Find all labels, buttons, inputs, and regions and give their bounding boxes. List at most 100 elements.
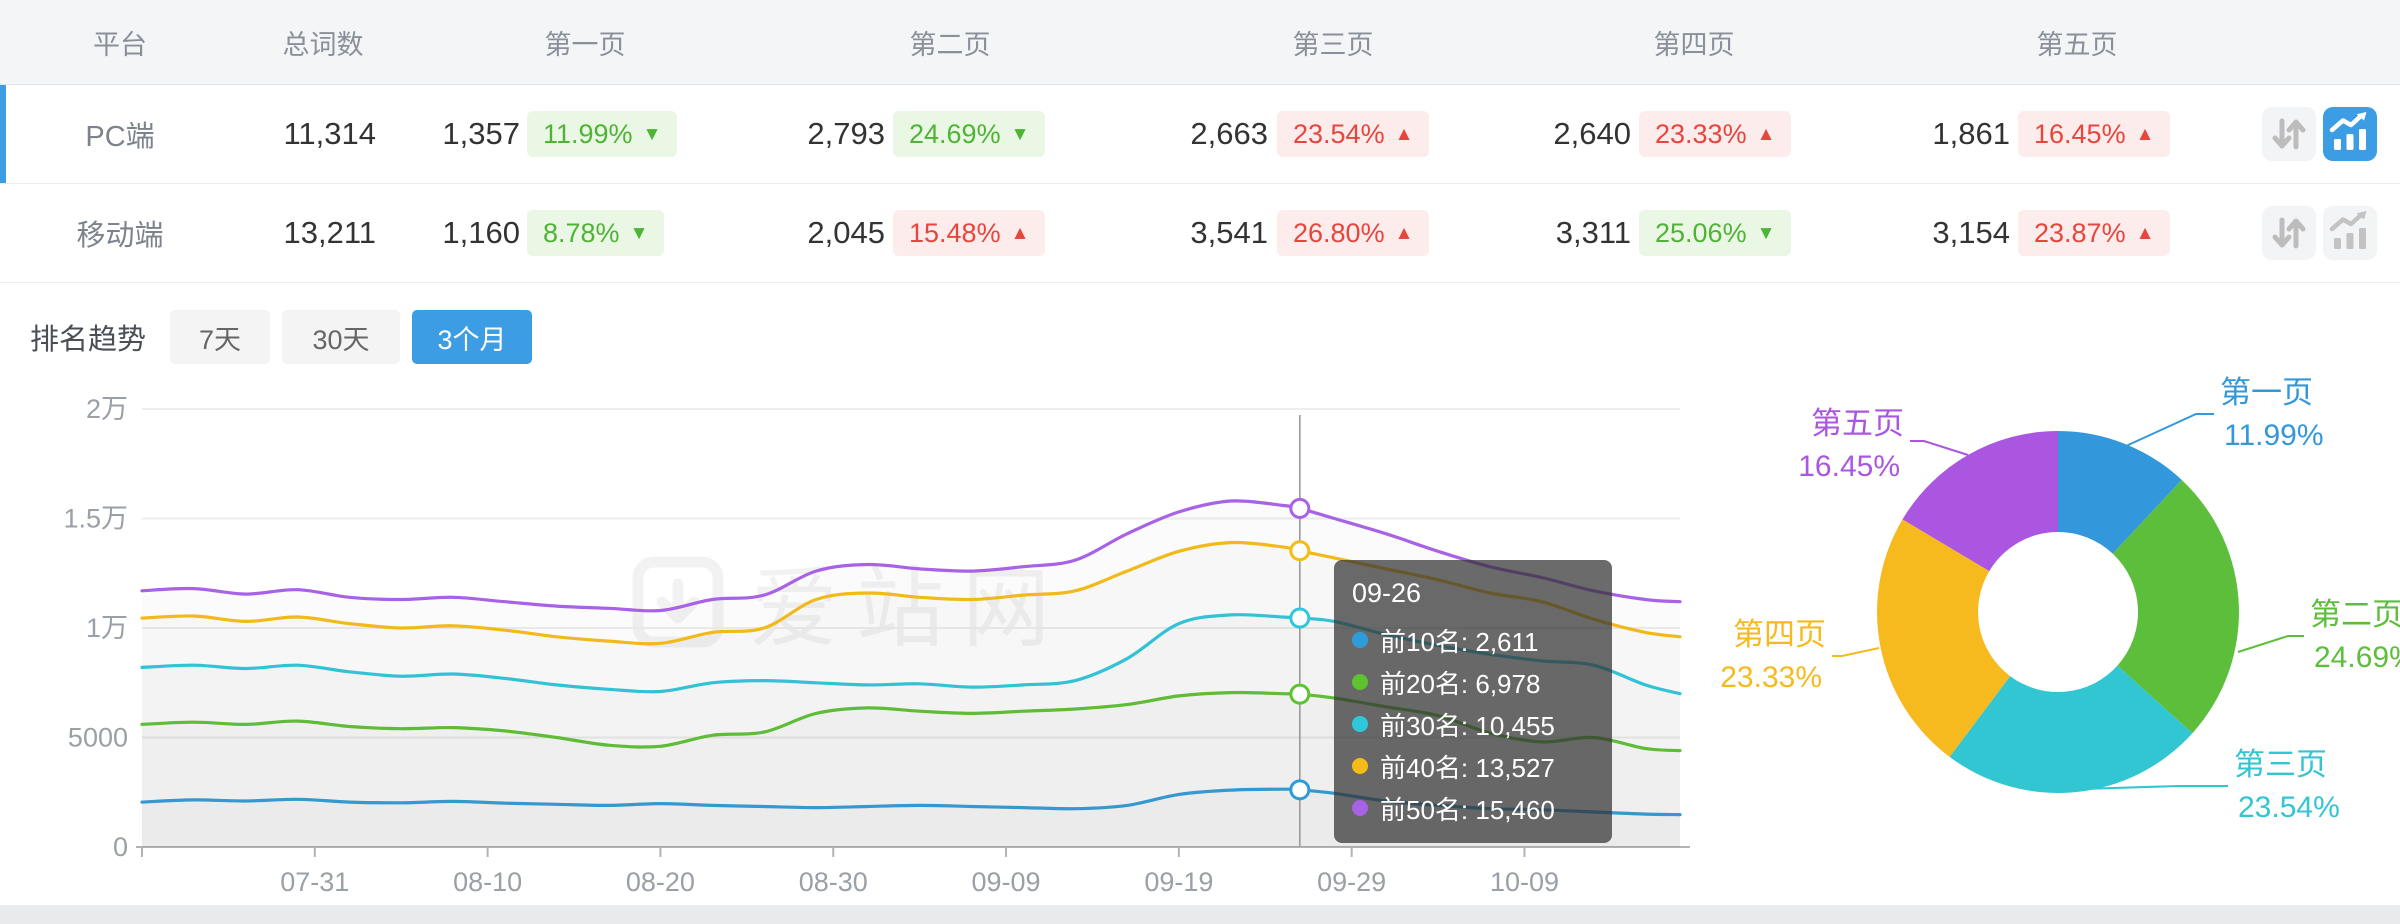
y-axis-label: 1万 (86, 613, 128, 643)
sort-toggle-button[interactable] (2262, 107, 2316, 161)
donut-slice-第二页[interactable] (2112, 480, 2239, 734)
donut-label-percent: 16.45% (1798, 450, 1900, 483)
label-leader-line (1832, 647, 1880, 657)
y-axis-label: 5000 (68, 723, 128, 753)
page-percent-badge: 23.87% ▲ (2018, 210, 2171, 256)
selected-row-indicator (0, 85, 6, 183)
page-percent-badge: 24.69% ▼ (893, 111, 1046, 157)
donut-slice-第三页[interactable] (1949, 665, 2193, 793)
total-words-value: 13,211 (283, 215, 376, 250)
percent-text: 25.06% (1655, 217, 1747, 248)
series-dot-icon (1352, 800, 1368, 816)
donut-slice-第四页[interactable] (1877, 519, 2011, 757)
series-dot-icon (1352, 674, 1368, 690)
donut-slice-第一页[interactable] (2058, 431, 2182, 554)
chart-tooltip: 09-26 前10名: 2,611 前20名: 6,978 前30名: 10,455… (1334, 560, 1612, 843)
arrow-up-icon: ▲ (1756, 123, 1776, 145)
hover-marker (1289, 607, 1311, 629)
sort-arrows-icon (2272, 118, 2306, 150)
tooltip-item: 前50名: 15,460 (1352, 787, 1594, 829)
hover-marker (1289, 683, 1311, 705)
percent-text: 23.54% (1293, 118, 1385, 149)
column-header: 第五页 (2036, 29, 2118, 60)
donut-slice-第五页[interactable] (1902, 431, 2059, 572)
percent-text: 24.69% (909, 118, 1001, 149)
series-dot-icon (1352, 758, 1368, 774)
x-axis-label: 09-09 (972, 867, 1041, 897)
page-percent-badge: 11.99% ▼ (527, 111, 678, 157)
table-row[interactable]: 移动端 13,211 1,160 8.78% ▼ 2,045 15.48% ▲ 3,541 26.… (0, 184, 2400, 283)
page-count-value: 2,640 (1553, 116, 1631, 151)
x-axis-label: 09-19 (1144, 867, 1213, 897)
tooltip-item: 前40名: 13,527 (1352, 745, 1594, 787)
x-axis-label: 08-10 (453, 867, 522, 897)
page-percent-badge: 8.78% ▼ (527, 210, 665, 256)
range-tab-30天[interactable]: 30天 (282, 310, 400, 364)
label-leader-line (1910, 440, 1969, 456)
hover-marker (1289, 779, 1311, 801)
arrow-up-icon: ▲ (1010, 222, 1030, 244)
trend-chart-icon (2329, 211, 2367, 249)
arrow-down-icon: ▼ (1010, 123, 1030, 145)
x-axis-label: 09-29 (1317, 867, 1386, 897)
platform-label: 移动端 (76, 220, 164, 252)
label-leader-line (2125, 413, 2214, 447)
column-header: 总词数 (282, 29, 364, 60)
donut-label-name: 第一页 (2220, 375, 2313, 410)
page-count-value: 1,861 (1932, 116, 2010, 151)
column-header: 第四页 (1653, 29, 1735, 60)
percent-text: 23.87% (2034, 217, 2126, 248)
x-axis-label: 08-20 (626, 867, 695, 897)
tooltip-item-text: 前30名: 10,455 (1380, 710, 1555, 741)
donut-label-percent: 23.54% (2238, 791, 2340, 824)
y-axis-label: 2万 (86, 394, 128, 424)
donut-label-name: 第五页 (1811, 406, 1904, 441)
tooltip-item: 前10名: 2,611 (1352, 619, 1594, 661)
x-axis-label: 08-30 (799, 867, 868, 897)
column-header: 第三页 (1292, 29, 1374, 60)
show-trend-button[interactable] (2323, 206, 2377, 260)
sort-toggle-button[interactable] (2262, 206, 2316, 260)
range-tab-7天[interactable]: 7天 (170, 310, 270, 364)
series-dot-icon (1352, 632, 1368, 648)
page-count-value: 3,154 (1932, 215, 2010, 250)
sort-arrows-icon (2272, 217, 2306, 249)
page-percent-badge: 25.06% ▼ (1639, 210, 1792, 256)
x-axis-label: 07-31 (280, 867, 349, 897)
donut-label-name: 第二页 (2310, 597, 2400, 632)
label-leader-line (2237, 635, 2304, 653)
tooltip-item-text: 前40名: 13,527 (1380, 752, 1555, 783)
table-row[interactable]: PC端 11,314 1,357 11.99% ▼ 2,793 24.69% ▼ 2,663 23… (0, 85, 2400, 184)
range-tab-3个月[interactable]: 3个月 (412, 310, 532, 364)
tooltip-item-text: 前50名: 15,460 (1380, 794, 1555, 825)
arrow-up-icon: ▲ (1394, 123, 1414, 145)
table-header-row: 平台 总词数 第一页 第二页 第三页 第四页 第五页 (0, 0, 2400, 85)
arrow-up-icon: ▲ (1394, 222, 1414, 244)
page-count-value: 2,045 (807, 215, 885, 250)
tooltip-item-text: 前20名: 6,978 (1380, 668, 1541, 699)
percent-text: 11.99% (543, 118, 633, 149)
hover-marker (1289, 497, 1311, 519)
label-leader-line (2081, 785, 2228, 790)
page-count-value: 1,160 (442, 215, 520, 250)
trend-section-title: 排名趋势 (30, 324, 147, 356)
page-count-value: 3,541 (1190, 215, 1268, 250)
donut-label-percent: 11.99% (2224, 419, 2324, 452)
percent-text: 15.48% (909, 217, 1001, 248)
column-header: 第二页 (909, 29, 991, 60)
tooltip-item: 前20名: 6,978 (1352, 661, 1594, 703)
page-count-value: 2,663 (1190, 116, 1268, 151)
arrow-up-icon: ▲ (2135, 123, 2155, 145)
platform-label: PC端 (85, 121, 155, 153)
tooltip-date: 09-26 (1352, 578, 1422, 608)
page-count-value: 3,311 (1555, 215, 1631, 250)
series-dot-icon (1352, 716, 1368, 732)
series-line-前50名[interactable] (140, 499, 1682, 613)
column-header: 第一页 (544, 29, 626, 60)
x-axis-label: 10-09 (1490, 867, 1559, 897)
donut-label-percent: 23.33% (1720, 661, 1822, 694)
show-trend-button[interactable] (2323, 107, 2377, 161)
y-axis-label: 1.5万 (63, 504, 128, 534)
hover-marker (1289, 540, 1311, 562)
page-percent-badge: 23.33% ▲ (1639, 111, 1792, 157)
